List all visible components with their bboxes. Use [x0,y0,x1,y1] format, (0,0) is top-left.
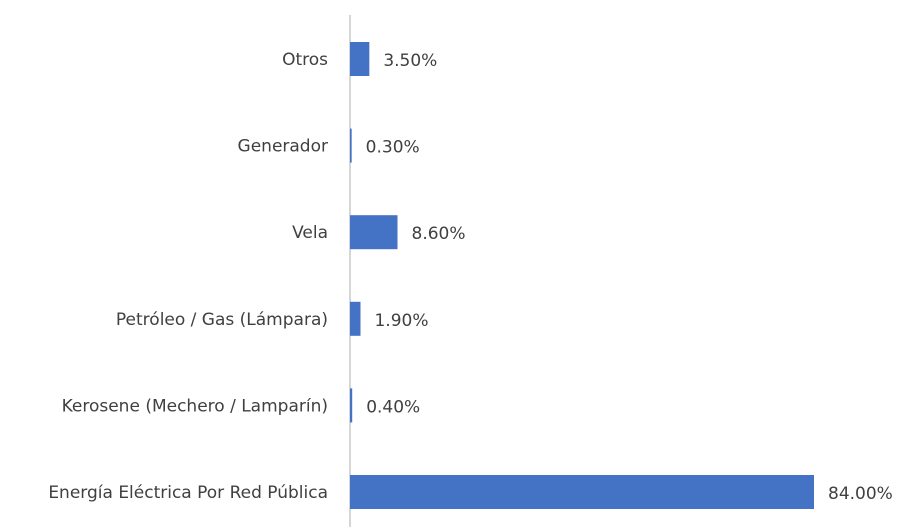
bar [350,301,361,336]
data-label: 0.40% [366,397,420,417]
y-tick-label: Petróleo / Gas (Lámpara) [116,310,328,330]
bar [350,215,398,250]
bar [350,388,353,423]
bar [350,42,370,76]
data-label: 3.50% [383,51,437,71]
y-tick-label: Generador [238,137,328,157]
data-label: 84.00% [828,484,893,504]
bar [350,475,814,509]
y-tick-label: Kerosene (Mechero / Lamparín) [62,396,328,416]
y-tick-label: Energía Eléctrica Por Red Pública [48,483,328,503]
y-tick-label: Vela [292,223,328,243]
bar [350,128,352,163]
data-label: 1.90% [374,311,428,331]
y-tick-label: Otros [282,50,328,70]
data-label: 8.60% [412,224,466,244]
data-label: 0.30% [366,138,420,158]
